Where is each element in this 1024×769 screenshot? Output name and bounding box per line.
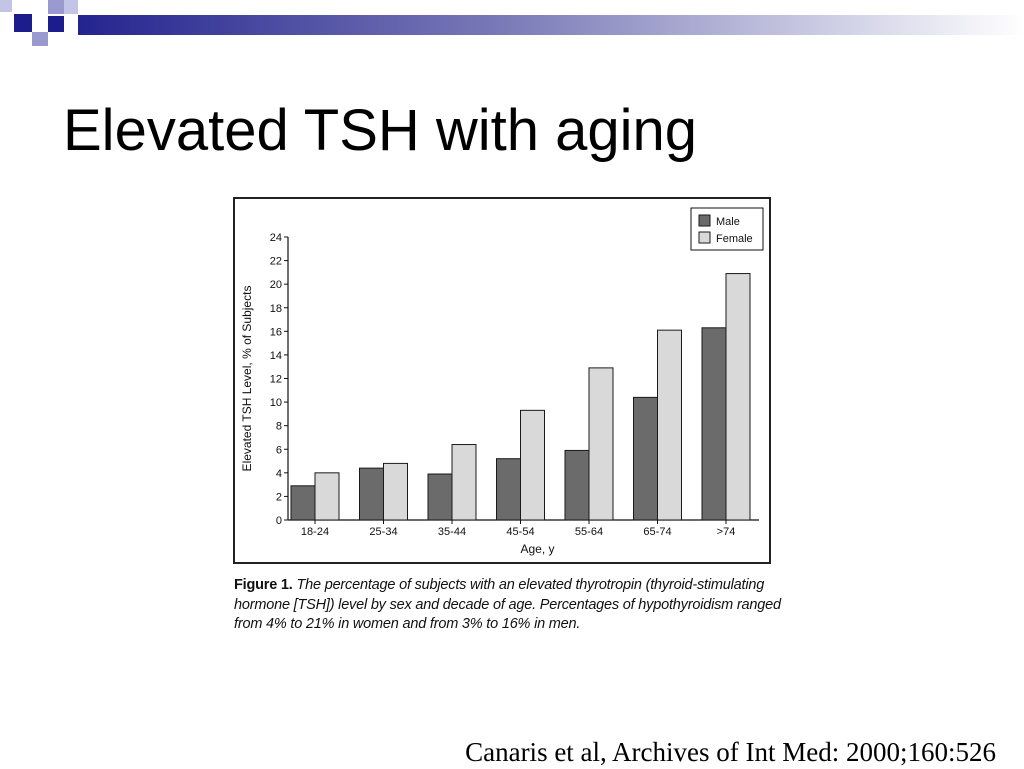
chart-frame: 0 2 4 6 8 10 12 14 16 18 20 22 24 Elevated TSH Level,… (233, 197, 771, 564)
y-tick-label: 16 (270, 326, 282, 338)
y-tick-label: 10 (270, 397, 282, 409)
y-tick-label: 0 (276, 515, 282, 527)
figure-caption: Figure 1. The percentage of subjects wit… (234, 576, 794, 635)
bar-female (725, 273, 751, 521)
bar-female (520, 409, 545, 521)
bar-male (701, 327, 727, 521)
citation: Canaris et al, Archives of Int Med: 2000… (465, 737, 996, 767)
x-tick-label: 25-34 (369, 526, 397, 538)
x-axis-title: Age, y (520, 542, 554, 556)
header-gradient-bar (78, 15, 1024, 35)
figure-label: Figure 1. (234, 577, 293, 593)
x-tick-label: 35-44 (438, 526, 466, 538)
bar-female (383, 462, 408, 521)
x-tick-label: 18-24 (301, 526, 329, 538)
legend-label-male: Male (716, 216, 740, 228)
legend-swatch-female (698, 231, 711, 244)
bar-female (451, 444, 477, 521)
y-tick-label: 4 (276, 468, 282, 480)
bar-female (588, 367, 614, 521)
x-tick-label: 55-64 (575, 526, 603, 538)
legend-label-female: Female (716, 233, 753, 245)
x-tick-label: 65-74 (643, 526, 671, 538)
figure-caption-text: The percentage of subjects with an eleva… (234, 577, 781, 632)
bar-female (314, 472, 340, 521)
y-tick-label: 6 (276, 444, 282, 456)
y-tick-label: 12 (270, 374, 282, 386)
y-tick-label: 14 (270, 350, 282, 362)
bar-male (359, 467, 384, 521)
legend-swatch-male (698, 214, 711, 227)
y-tick-label: 20 (270, 279, 282, 291)
decorative-header-band (0, 0, 1024, 46)
bar-male (427, 473, 453, 521)
checker-squares-icon (0, 0, 78, 46)
y-tick-label: 8 (276, 421, 282, 433)
y-tick-label: 2 (276, 491, 282, 503)
y-tick-label: 24 (270, 232, 282, 244)
bar-male (564, 449, 590, 521)
x-tick-label: 45-54 (506, 526, 534, 538)
y-tick-label: 22 (270, 256, 282, 268)
bar-male (633, 396, 658, 521)
bar-male (290, 485, 316, 521)
slide-title: Elevated TSH with aging (63, 98, 698, 163)
bar-male (496, 458, 521, 521)
bar-female (657, 329, 682, 521)
y-tick-label: 18 (270, 303, 282, 315)
x-tick-label: >74 (717, 526, 736, 538)
y-axis-title: Elevated TSH Level, % of Subjects (240, 286, 254, 472)
